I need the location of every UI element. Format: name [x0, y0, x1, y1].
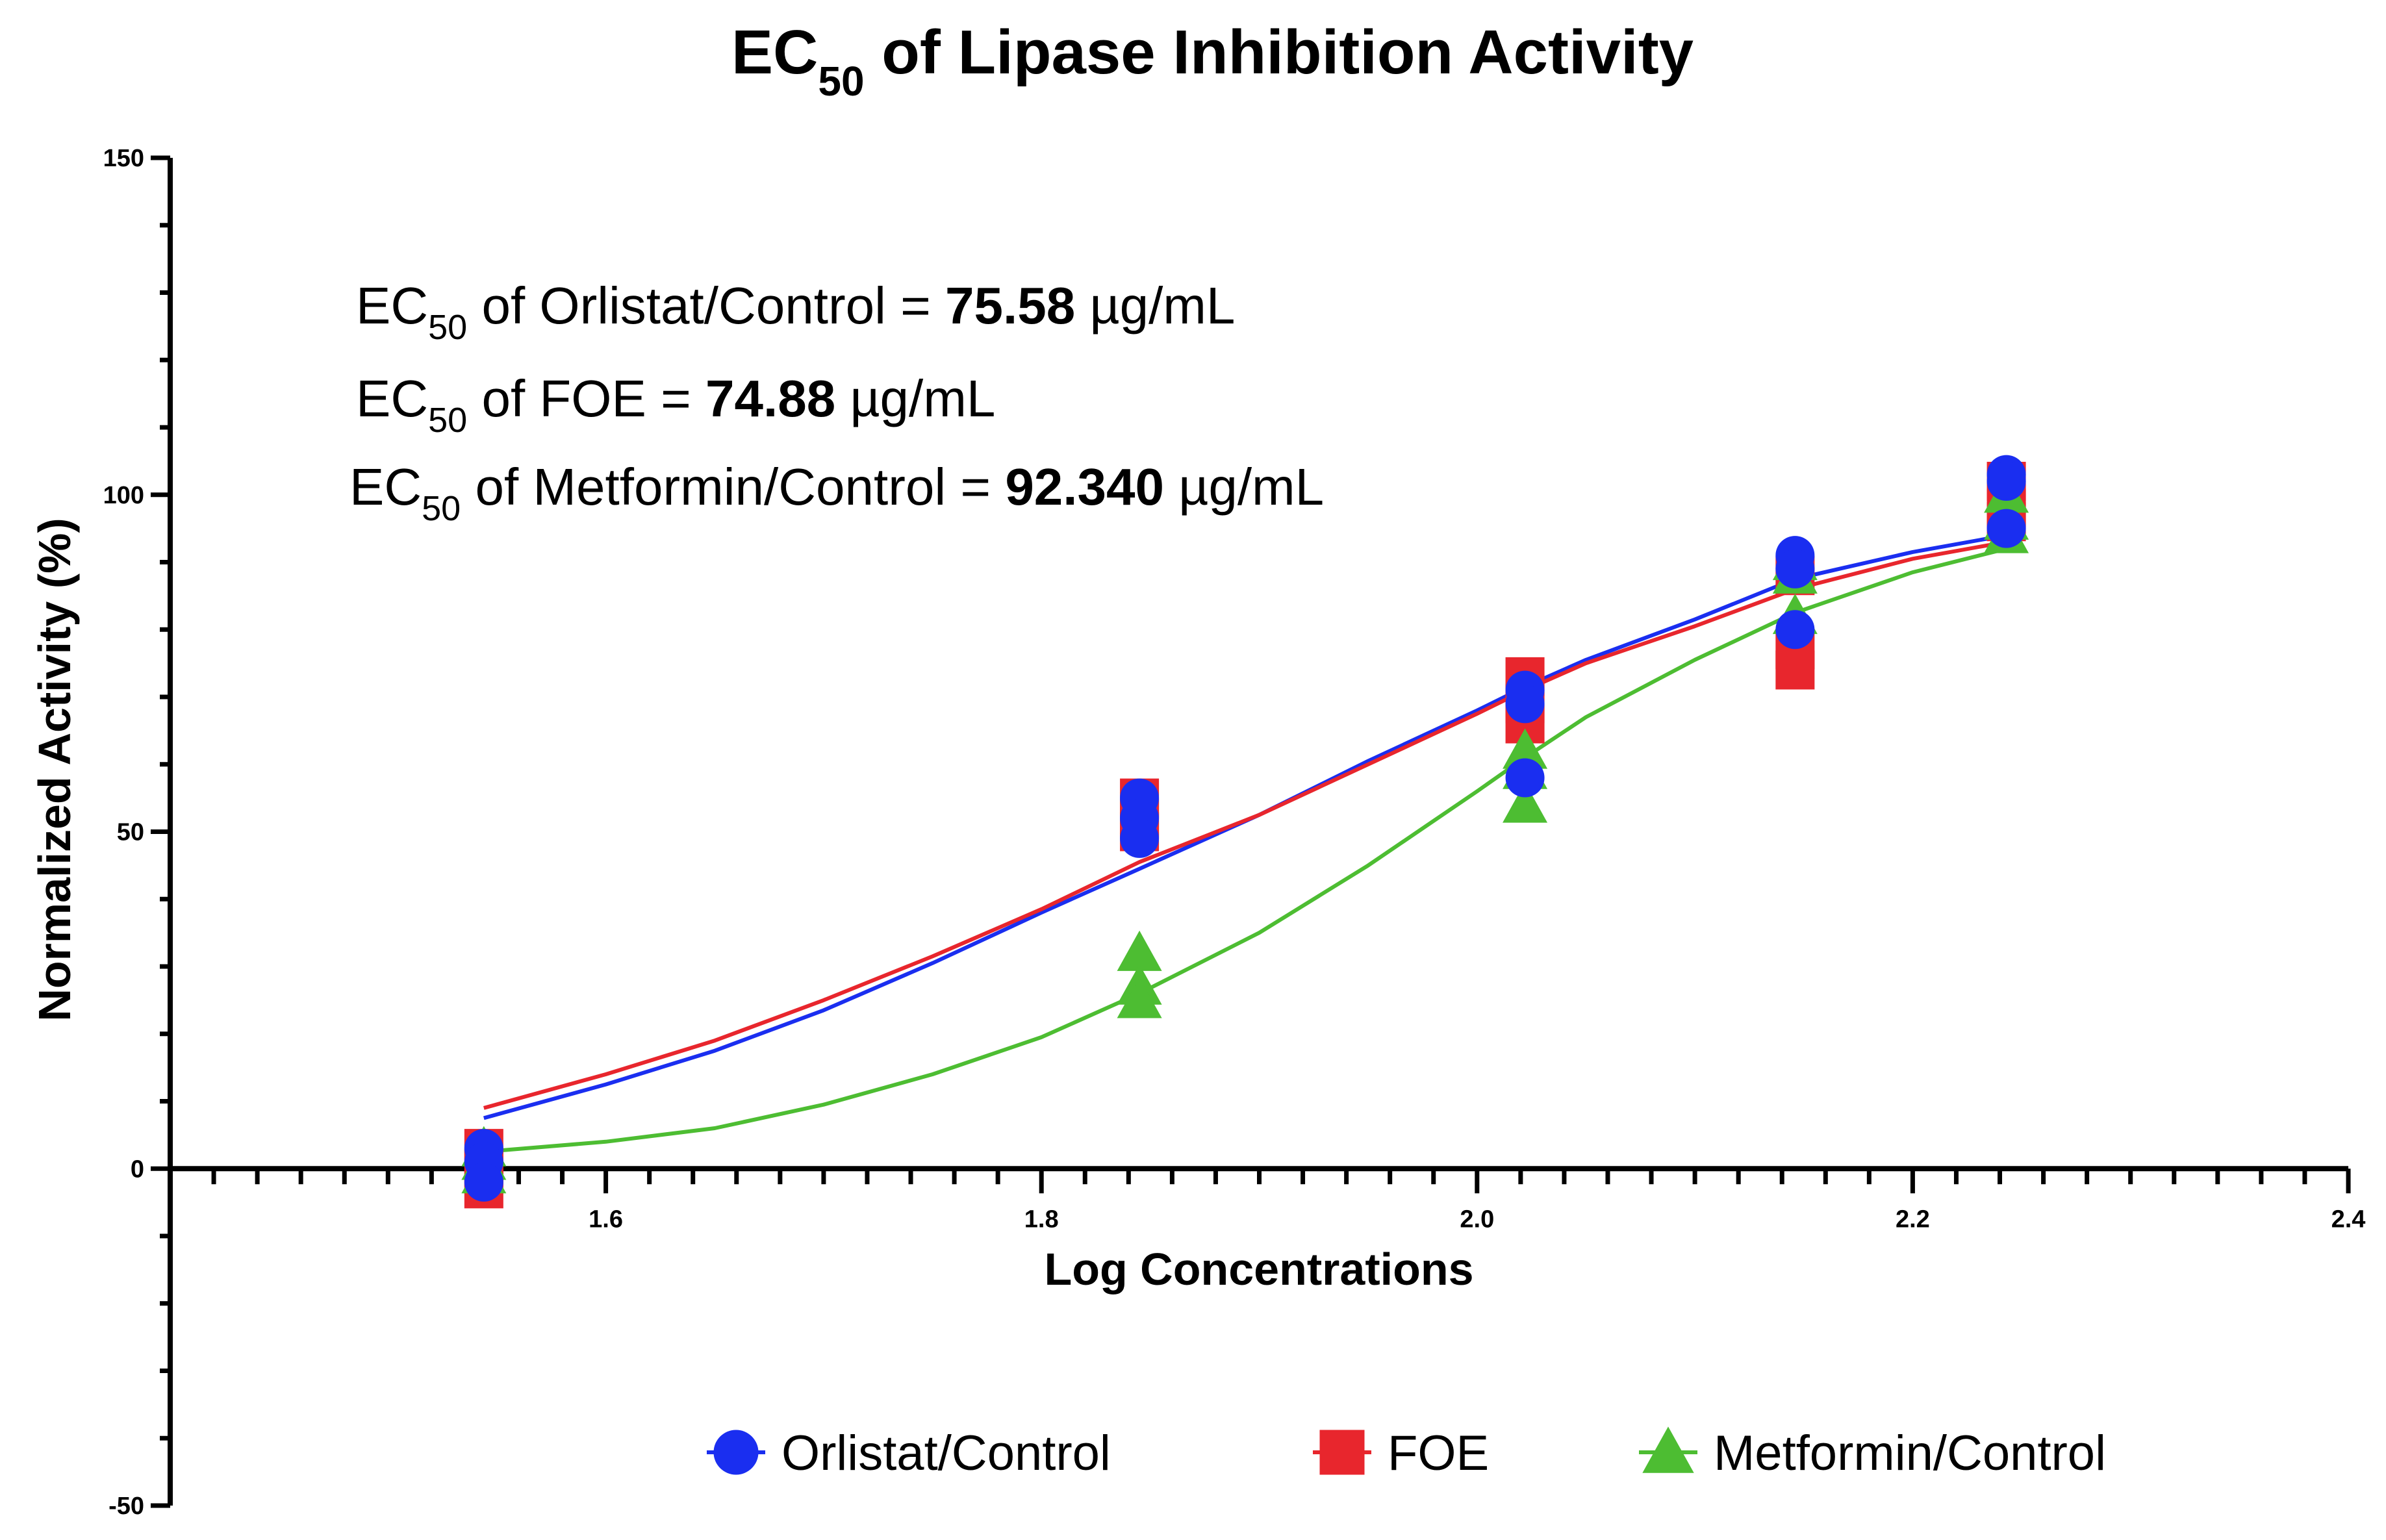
legend-label: Orlistat/Control [781, 1426, 1111, 1481]
legend-marker-square [1319, 1430, 1365, 1475]
legend-marker-circle [713, 1430, 759, 1475]
point-triangle [1117, 930, 1162, 971]
fit-curve-foe [483, 540, 2007, 1110]
title-prefix: EC [731, 18, 818, 87]
axes: 150 100 50 0 -50 1.6 1.8 2.0 2.2 2.4 [103, 145, 2366, 1520]
point-circle [1120, 818, 1160, 858]
point-circle [1986, 509, 2026, 548]
y-tick-label: 150 [103, 145, 144, 172]
annotation-metformin: EC50 of Metformin/Control = 92.340 µg/mL [349, 458, 1324, 528]
point-square [1775, 650, 1815, 690]
x-axis-label: Log Concentrations [1044, 1244, 1473, 1294]
data-points [461, 455, 2029, 1209]
legend-label: FOE [1388, 1426, 1489, 1481]
legend-marker-triangle [1642, 1426, 1694, 1473]
legend-item: FOE [1313, 1426, 1489, 1481]
point-circle [1505, 758, 1545, 798]
y-axis-label: Normalized Activity (%) [29, 518, 80, 1021]
legend-item: Metformin/Control [1639, 1426, 2106, 1481]
y-tick-label: 100 [103, 482, 144, 509]
point-circle [1775, 549, 1815, 588]
legend-label: Metformin/Control [1714, 1426, 2106, 1481]
annotation-orlistat: EC50 of Orlistat/Control = 75.58 µg/mL [356, 277, 1235, 347]
y-tick-label: 0 [131, 1155, 144, 1183]
x-tick-label: 1.6 [589, 1205, 623, 1233]
y-tick-label: 50 [117, 819, 144, 846]
point-triangle [1117, 978, 1162, 1018]
y-tick-label: -50 [108, 1493, 144, 1520]
point-circle [1775, 610, 1815, 650]
x-tick-label: 2.4 [2331, 1205, 2366, 1233]
fit-curve-metformin-control [483, 546, 2007, 1154]
point-circle [1505, 684, 1545, 724]
title-subscript: 50 [818, 58, 864, 105]
point-circle [1986, 462, 2026, 501]
point-triangle [1503, 782, 1548, 823]
legend: Orlistat/Control FOE Metformin/Control [707, 1426, 2106, 1481]
point-circle [464, 1163, 503, 1202]
legend-item: Orlistat/Control [707, 1426, 1111, 1481]
x-tick-label: 2.2 [1896, 1205, 1930, 1233]
chart-title: EC50 of Lipase Inhibition Activity [731, 18, 1694, 105]
title-suffix: of Lipase Inhibition Activity [865, 18, 1694, 87]
x-tick-label: 1.8 [1024, 1205, 1059, 1233]
x-tick-label: 2.0 [1460, 1205, 1494, 1233]
point-triangle [1503, 728, 1548, 769]
annotation-foe: EC50 of FOE = 74.88 µg/mL [356, 370, 995, 440]
fit-curves [483, 533, 2007, 1154]
